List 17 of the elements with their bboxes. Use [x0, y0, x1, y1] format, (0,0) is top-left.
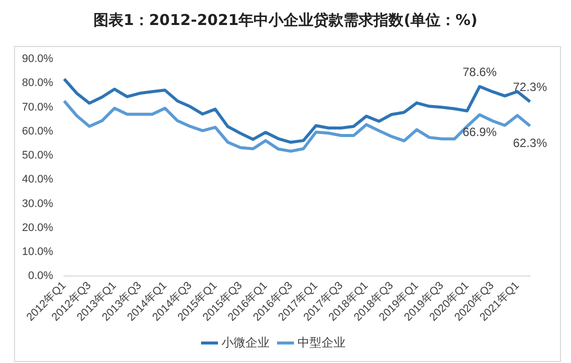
data-label: 72.3% — [512, 80, 548, 94]
legend-label: 中型企业 — [298, 335, 346, 350]
y-tick-label: 90.0% — [22, 53, 54, 66]
legend-label: 小微企业 — [222, 335, 270, 350]
y-tick-label: 60.0% — [22, 125, 54, 138]
y-tick-label: 40.0% — [22, 174, 54, 186]
y-tick-label: 10.0% — [22, 246, 54, 258]
y-tick-label: 50.0% — [22, 150, 54, 162]
data-label: 66.9% — [462, 125, 497, 140]
y-tick-label: 70.0% — [22, 101, 54, 114]
chart-title: 图表1：2012-2021年中小企业贷款需求指数(单位：%) — [92, 10, 478, 31]
y-tick-label: 30.0% — [22, 198, 54, 210]
y-tick-label: 80.0% — [22, 77, 54, 90]
y-tick-label: 20.0% — [22, 222, 54, 234]
y-tick-label: 0.0% — [28, 270, 54, 282]
data-label: 62.3% — [512, 136, 548, 150]
data-label: 78.6% — [462, 64, 497, 79]
